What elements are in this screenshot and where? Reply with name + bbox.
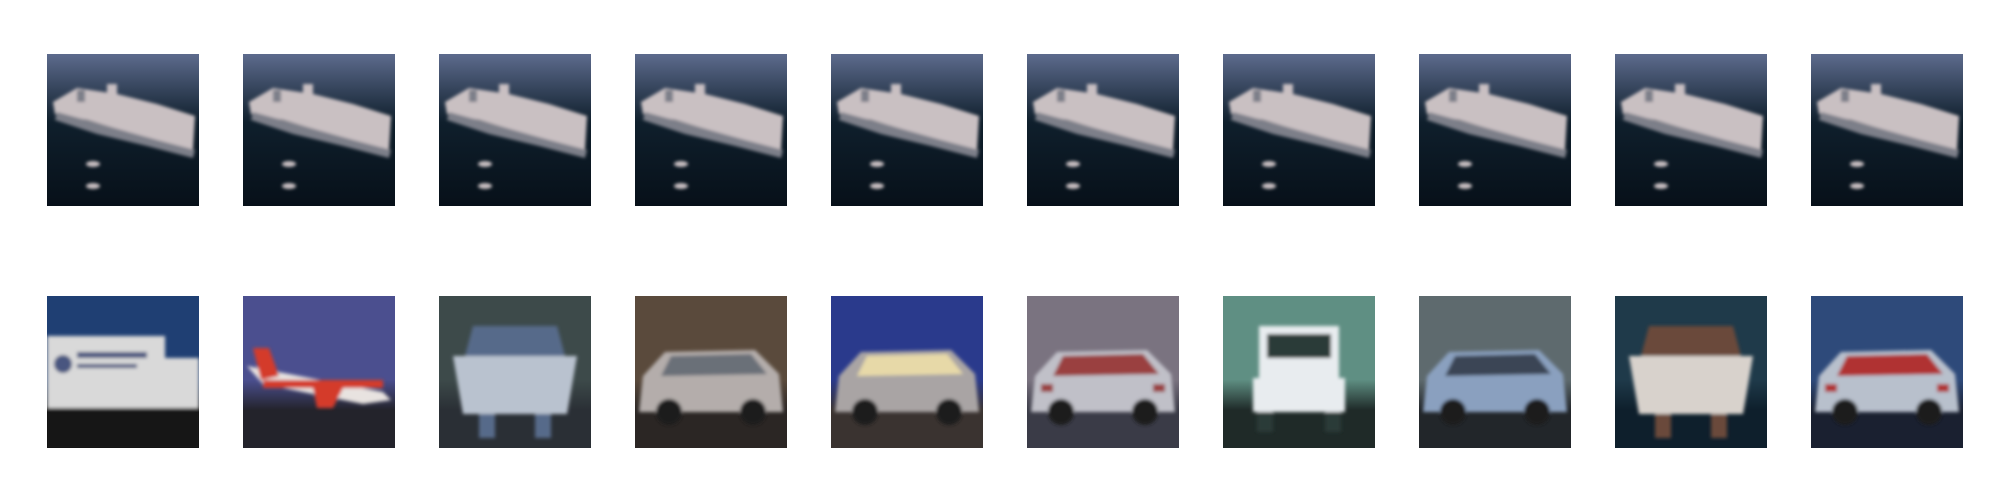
top-row-image-4 bbox=[635, 54, 787, 206]
ship-thumbnail bbox=[243, 54, 395, 206]
car-thumbnail bbox=[1419, 296, 1571, 448]
car-front-thumbnail bbox=[831, 296, 983, 448]
car-rear-thumbnail bbox=[1027, 296, 1179, 448]
truck-thumbnail bbox=[47, 296, 199, 448]
bottom-row-image-6 bbox=[1027, 296, 1179, 448]
truck-front-thumbnail bbox=[1223, 296, 1375, 448]
ship-thumbnail bbox=[831, 54, 983, 206]
airplane-thumbnail bbox=[243, 296, 395, 448]
top-row-image-2 bbox=[243, 54, 395, 206]
car-rear-thumbnail bbox=[1811, 296, 1963, 448]
bottom-row-image-7 bbox=[1223, 296, 1375, 448]
car-thumbnail bbox=[635, 296, 787, 448]
top-row-image-3 bbox=[439, 54, 591, 206]
bottom-row-image-3 bbox=[439, 296, 591, 448]
ship-thumbnail bbox=[439, 54, 591, 206]
bottom-row-image-8 bbox=[1419, 296, 1571, 448]
bottom-row-image-9 bbox=[1615, 296, 1767, 448]
ship-thumbnail bbox=[1811, 54, 1963, 206]
top-row-image-6 bbox=[1027, 54, 1179, 206]
boat-thumbnail bbox=[439, 296, 591, 448]
top-row-image-8 bbox=[1419, 54, 1571, 206]
bottom-row-image-5 bbox=[831, 296, 983, 448]
ship-thumbnail bbox=[1615, 54, 1767, 206]
bottom-row-image-4 bbox=[635, 296, 787, 448]
top-row-image-7 bbox=[1223, 54, 1375, 206]
top-row-image-5 bbox=[831, 54, 983, 206]
top-row-image-1 bbox=[47, 54, 199, 206]
ship-thumbnail bbox=[47, 54, 199, 206]
ship-thumbnail bbox=[1223, 54, 1375, 206]
boat-people-thumbnail bbox=[1615, 296, 1767, 448]
bottom-row-image-10 bbox=[1811, 296, 1963, 448]
bottom-row-image-2 bbox=[243, 296, 395, 448]
top-row-image-9 bbox=[1615, 54, 1767, 206]
ship-thumbnail bbox=[635, 54, 787, 206]
ship-thumbnail bbox=[1419, 54, 1571, 206]
top-row-image-10 bbox=[1811, 54, 1963, 206]
ship-thumbnail bbox=[1027, 54, 1179, 206]
bottom-row-image-1 bbox=[47, 296, 199, 448]
